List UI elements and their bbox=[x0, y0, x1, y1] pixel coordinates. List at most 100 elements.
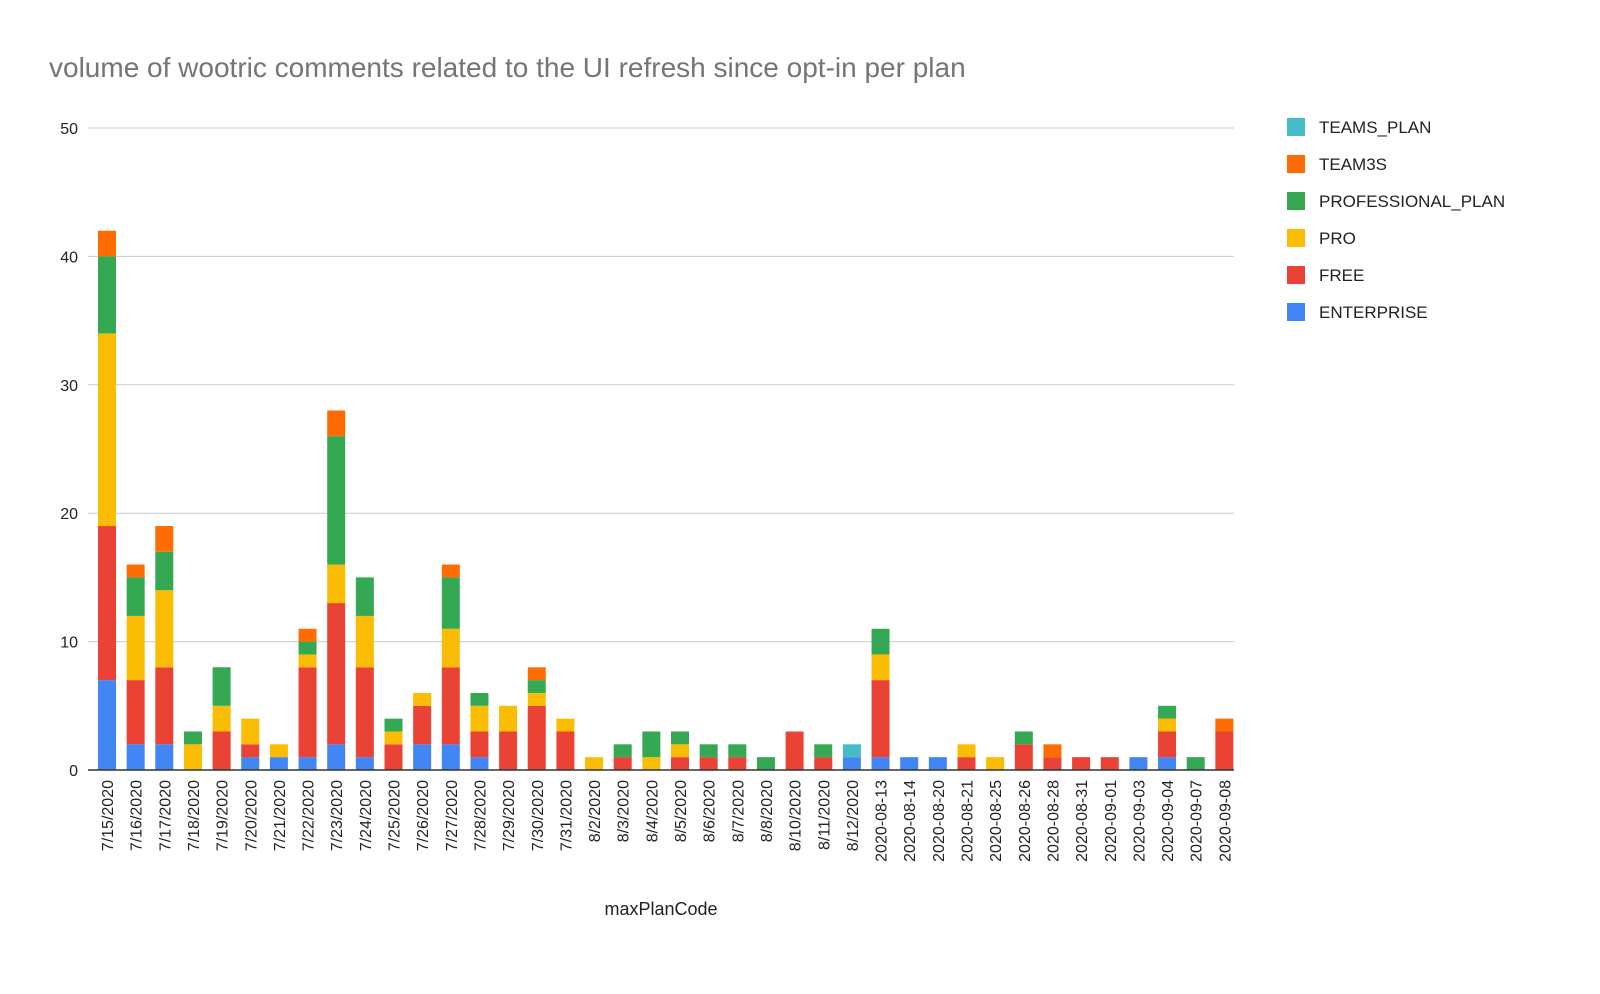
legend: TEAMS_PLAN TEAM3S PROFESSIONAL_PLAN PRO FREE… bbox=[1287, 118, 1505, 322]
bar-segment-free bbox=[556, 731, 575, 770]
bar-segment-enterprise bbox=[871, 757, 890, 770]
x-tick-label: 7/31/2020 bbox=[558, 780, 575, 851]
bar-segment-free bbox=[671, 757, 689, 770]
bar-segment-enterprise bbox=[98, 680, 116, 770]
bar-segment-enterprise bbox=[842, 757, 861, 770]
bar-segment-pro bbox=[241, 718, 260, 745]
bars bbox=[98, 230, 1234, 770]
bar-segment-free bbox=[1158, 731, 1177, 758]
y-tick-label: 10 bbox=[60, 635, 78, 652]
x-tick-label: 2020-08-31 bbox=[1074, 780, 1091, 862]
legend-label: PROFESSIONAL_PLAN bbox=[1319, 192, 1505, 211]
x-tick-label: 8/2/2020 bbox=[587, 780, 604, 842]
bar-segment-free bbox=[1100, 757, 1119, 770]
bar-segment-pro bbox=[327, 564, 346, 604]
x-tick-label: 8/5/2020 bbox=[673, 780, 690, 842]
bar-segment-professional-plan bbox=[814, 744, 833, 758]
x-tick-label: 2020-09-01 bbox=[1103, 780, 1120, 862]
bar-segment-professional-plan bbox=[728, 744, 747, 758]
bar-segment-enterprise bbox=[470, 757, 489, 770]
x-tick-label: 7/25/2020 bbox=[387, 780, 404, 851]
bar-segment-pro bbox=[126, 615, 145, 681]
bar-segment-team3s bbox=[527, 667, 546, 681]
x-tick-label: 7/26/2020 bbox=[415, 780, 432, 851]
y-tick-label: 50 bbox=[60, 121, 78, 138]
x-tick-label: 2020-08-25 bbox=[988, 780, 1005, 862]
x-tick-label: 2020-08-14 bbox=[902, 780, 919, 862]
x-tick-label: 2020-09-08 bbox=[1217, 780, 1234, 862]
bar-segment-enterprise bbox=[441, 744, 460, 770]
bar-segment-pro bbox=[642, 757, 661, 770]
bar-segment-professional-plan bbox=[671, 731, 689, 745]
x-tick-label: 7/27/2020 bbox=[444, 780, 461, 851]
bar-segment-professional-plan bbox=[871, 628, 890, 655]
bar-segment-free bbox=[957, 757, 976, 770]
y-tick-label: 20 bbox=[60, 506, 78, 523]
legend-label: FREE bbox=[1319, 266, 1364, 285]
bar-segment-team3s bbox=[1043, 744, 1062, 758]
bar-segment-professional-plan bbox=[1014, 731, 1033, 745]
bar-segment-free bbox=[413, 705, 432, 745]
bar-segment-professional-plan bbox=[470, 692, 489, 706]
x-tick-label: 7/17/2020 bbox=[157, 780, 174, 851]
x-axis-title: maxPlanCode bbox=[604, 899, 717, 919]
x-tick-label: 8/4/2020 bbox=[644, 780, 661, 842]
bar-segment-professional-plan bbox=[613, 744, 632, 758]
legend-swatch bbox=[1287, 266, 1305, 284]
y-tick-label: 40 bbox=[60, 249, 78, 266]
bar-segment-free bbox=[1072, 757, 1091, 770]
bar-segment-professional-plan bbox=[183, 731, 202, 745]
x-tick-label: 7/30/2020 bbox=[530, 780, 547, 851]
bar-segment-free bbox=[212, 731, 231, 770]
x-tick-label: 8/12/2020 bbox=[845, 780, 862, 851]
bar-segment-free bbox=[1014, 744, 1033, 770]
legend-swatch bbox=[1287, 303, 1305, 321]
bar-segment-pro bbox=[183, 744, 202, 770]
bar-segment-pro bbox=[355, 615, 374, 668]
bar-segment-free bbox=[126, 680, 145, 745]
x-tick-label: 2020-09-03 bbox=[1131, 780, 1148, 862]
bar-segment-professional-plan bbox=[155, 551, 174, 591]
chart-title: volume of wootric comments related to th… bbox=[49, 52, 966, 83]
bar-segment-pro bbox=[957, 744, 976, 758]
bar-segment-professional-plan bbox=[126, 577, 145, 616]
bar-segment-pro bbox=[556, 718, 575, 732]
axes: 0 10 20 30 40 50 7/15/2020 7/16/2020 7/17/2020 7/… bbox=[60, 121, 1234, 862]
bar-segment-pro bbox=[527, 692, 546, 706]
x-tick-label: 7/18/2020 bbox=[186, 780, 203, 851]
bar-segment-professional-plan bbox=[1186, 757, 1205, 770]
bar-segment-free bbox=[470, 731, 489, 758]
x-tick-label: 2020-08-20 bbox=[931, 780, 948, 862]
bar-segment-professional-plan bbox=[355, 577, 374, 616]
bar-segment-enterprise bbox=[269, 757, 288, 770]
x-tick-label: 8/6/2020 bbox=[702, 780, 719, 842]
bar-segment-pro bbox=[269, 744, 288, 758]
bar-segment-pro bbox=[155, 590, 174, 668]
bar-segment-professional-plan bbox=[527, 680, 546, 693]
bar-segment-team3s bbox=[98, 230, 116, 257]
bar-segment-enterprise bbox=[1158, 757, 1177, 770]
bar-segment-free bbox=[155, 667, 174, 745]
bar-segment-free bbox=[814, 757, 833, 770]
bar-segment-free bbox=[241, 744, 260, 758]
bar-segment-pro bbox=[212, 705, 231, 732]
bar-segment-professional-plan bbox=[298, 641, 317, 655]
gridlines bbox=[88, 127, 1234, 643]
x-tick-label: 2020-09-07 bbox=[1189, 780, 1206, 862]
bar-segment-professional-plan bbox=[384, 718, 403, 732]
y-tick-label: 0 bbox=[69, 763, 78, 780]
bar-segment-pro bbox=[1158, 718, 1177, 732]
legend-swatch bbox=[1287, 155, 1305, 173]
bar-segment-free bbox=[613, 757, 632, 770]
bar-segment-enterprise bbox=[900, 757, 919, 770]
bar-segment-professional-plan bbox=[756, 757, 775, 770]
bar-segment-enterprise bbox=[155, 744, 174, 770]
bar-segment-free bbox=[1043, 757, 1062, 770]
legend-swatch bbox=[1287, 229, 1305, 247]
bar-segment-free bbox=[355, 667, 374, 758]
x-tick-label: 2020-08-21 bbox=[960, 780, 977, 862]
bar-segment-free bbox=[527, 705, 546, 770]
bar-segment-team3s bbox=[327, 410, 346, 437]
bar-segment-pro bbox=[585, 757, 604, 770]
